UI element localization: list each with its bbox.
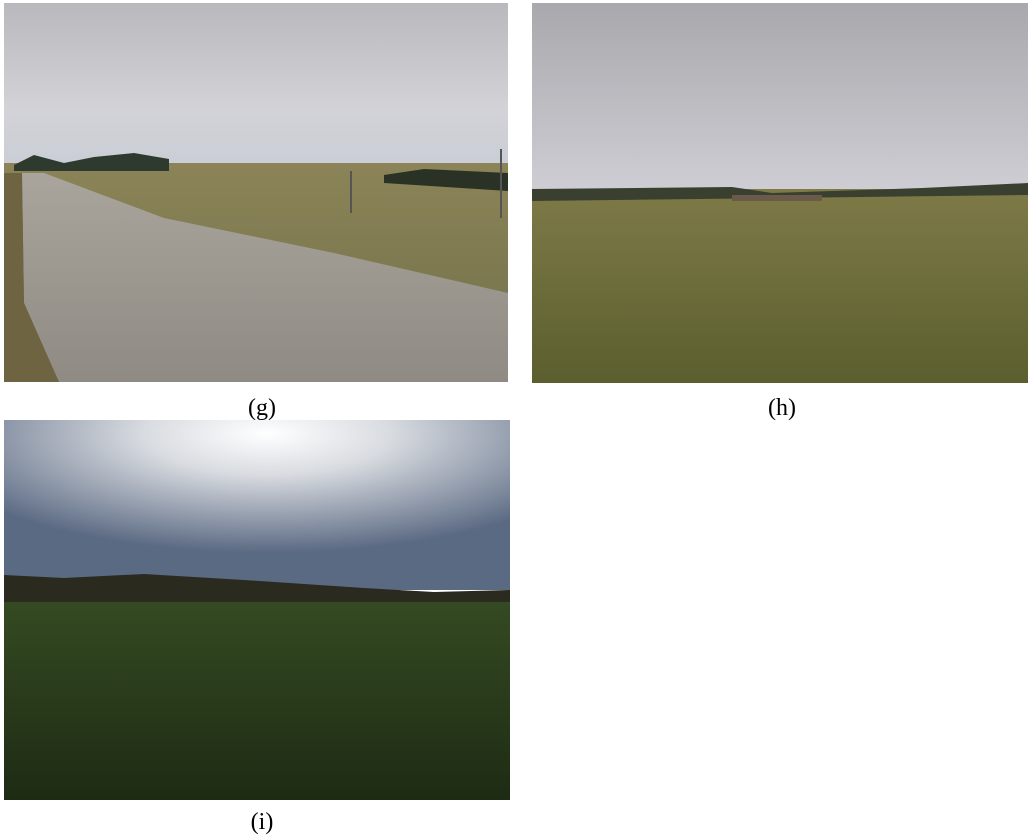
caption: (h) — [768, 395, 796, 421]
caption: (g) — [248, 395, 276, 421]
photo-h — [532, 3, 1028, 383]
photo-i — [4, 420, 510, 800]
caption: (i) — [250, 809, 274, 835]
photo-g — [4, 3, 508, 382]
